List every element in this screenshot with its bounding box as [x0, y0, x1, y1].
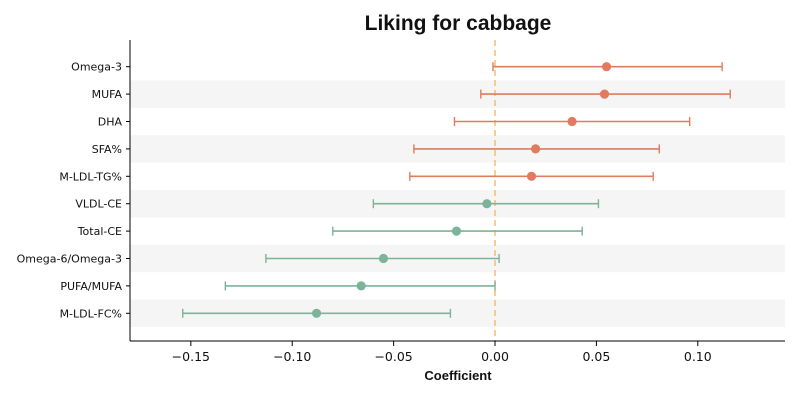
estimate-point	[378, 253, 389, 264]
y-tick-label: VLDL-CE	[75, 198, 122, 211]
axes	[126, 40, 785, 342]
estimate-point	[526, 171, 537, 181]
x-axis-label: Coefficient	[424, 368, 492, 383]
x-tick-label: −0.10	[273, 349, 311, 364]
y-tick-label: M-LDL-TG%	[59, 170, 122, 183]
chart-title: Liking for cabbage	[365, 12, 552, 35]
x-tick-label: 0.05	[582, 349, 610, 364]
x-tick-label: −0.05	[374, 349, 412, 364]
y-tick-label: DHA	[98, 116, 123, 129]
y-tick-label: Total-CE	[77, 225, 122, 238]
y-tick-label: Omega-6/Omega-3	[17, 253, 122, 266]
x-ticks: −0.15 −0.10 −0.05 0.00 0.05 0.10	[172, 341, 712, 364]
x-tick-label: −0.15	[172, 349, 210, 364]
y-tick-label: Omega-3	[71, 61, 122, 74]
y-tick-label: M-LDL-FC%	[60, 307, 122, 320]
estimate-point	[451, 226, 462, 236]
estimate-point	[601, 62, 612, 72]
estimate-point	[356, 281, 366, 291]
x-tick-label: 0.10	[684, 349, 712, 364]
estimate-point	[567, 116, 577, 127]
estimate-point	[599, 89, 610, 99]
estimate-point	[311, 308, 322, 318]
y-tick-label: MUFA	[92, 88, 123, 101]
x-tick-label: 0.00	[481, 349, 509, 364]
y-tick-label: PUFA/MUFA	[60, 280, 122, 293]
y-tick-label: SFA%	[92, 143, 122, 156]
estimate-point	[482, 199, 492, 209]
estimate-point	[530, 144, 541, 154]
y-tick-labels: Omega-3 MUFA DHA SFA% M-LDL-TG% VLDL-CE Total-…	[17, 61, 123, 321]
estimate-marks	[182, 62, 731, 318]
